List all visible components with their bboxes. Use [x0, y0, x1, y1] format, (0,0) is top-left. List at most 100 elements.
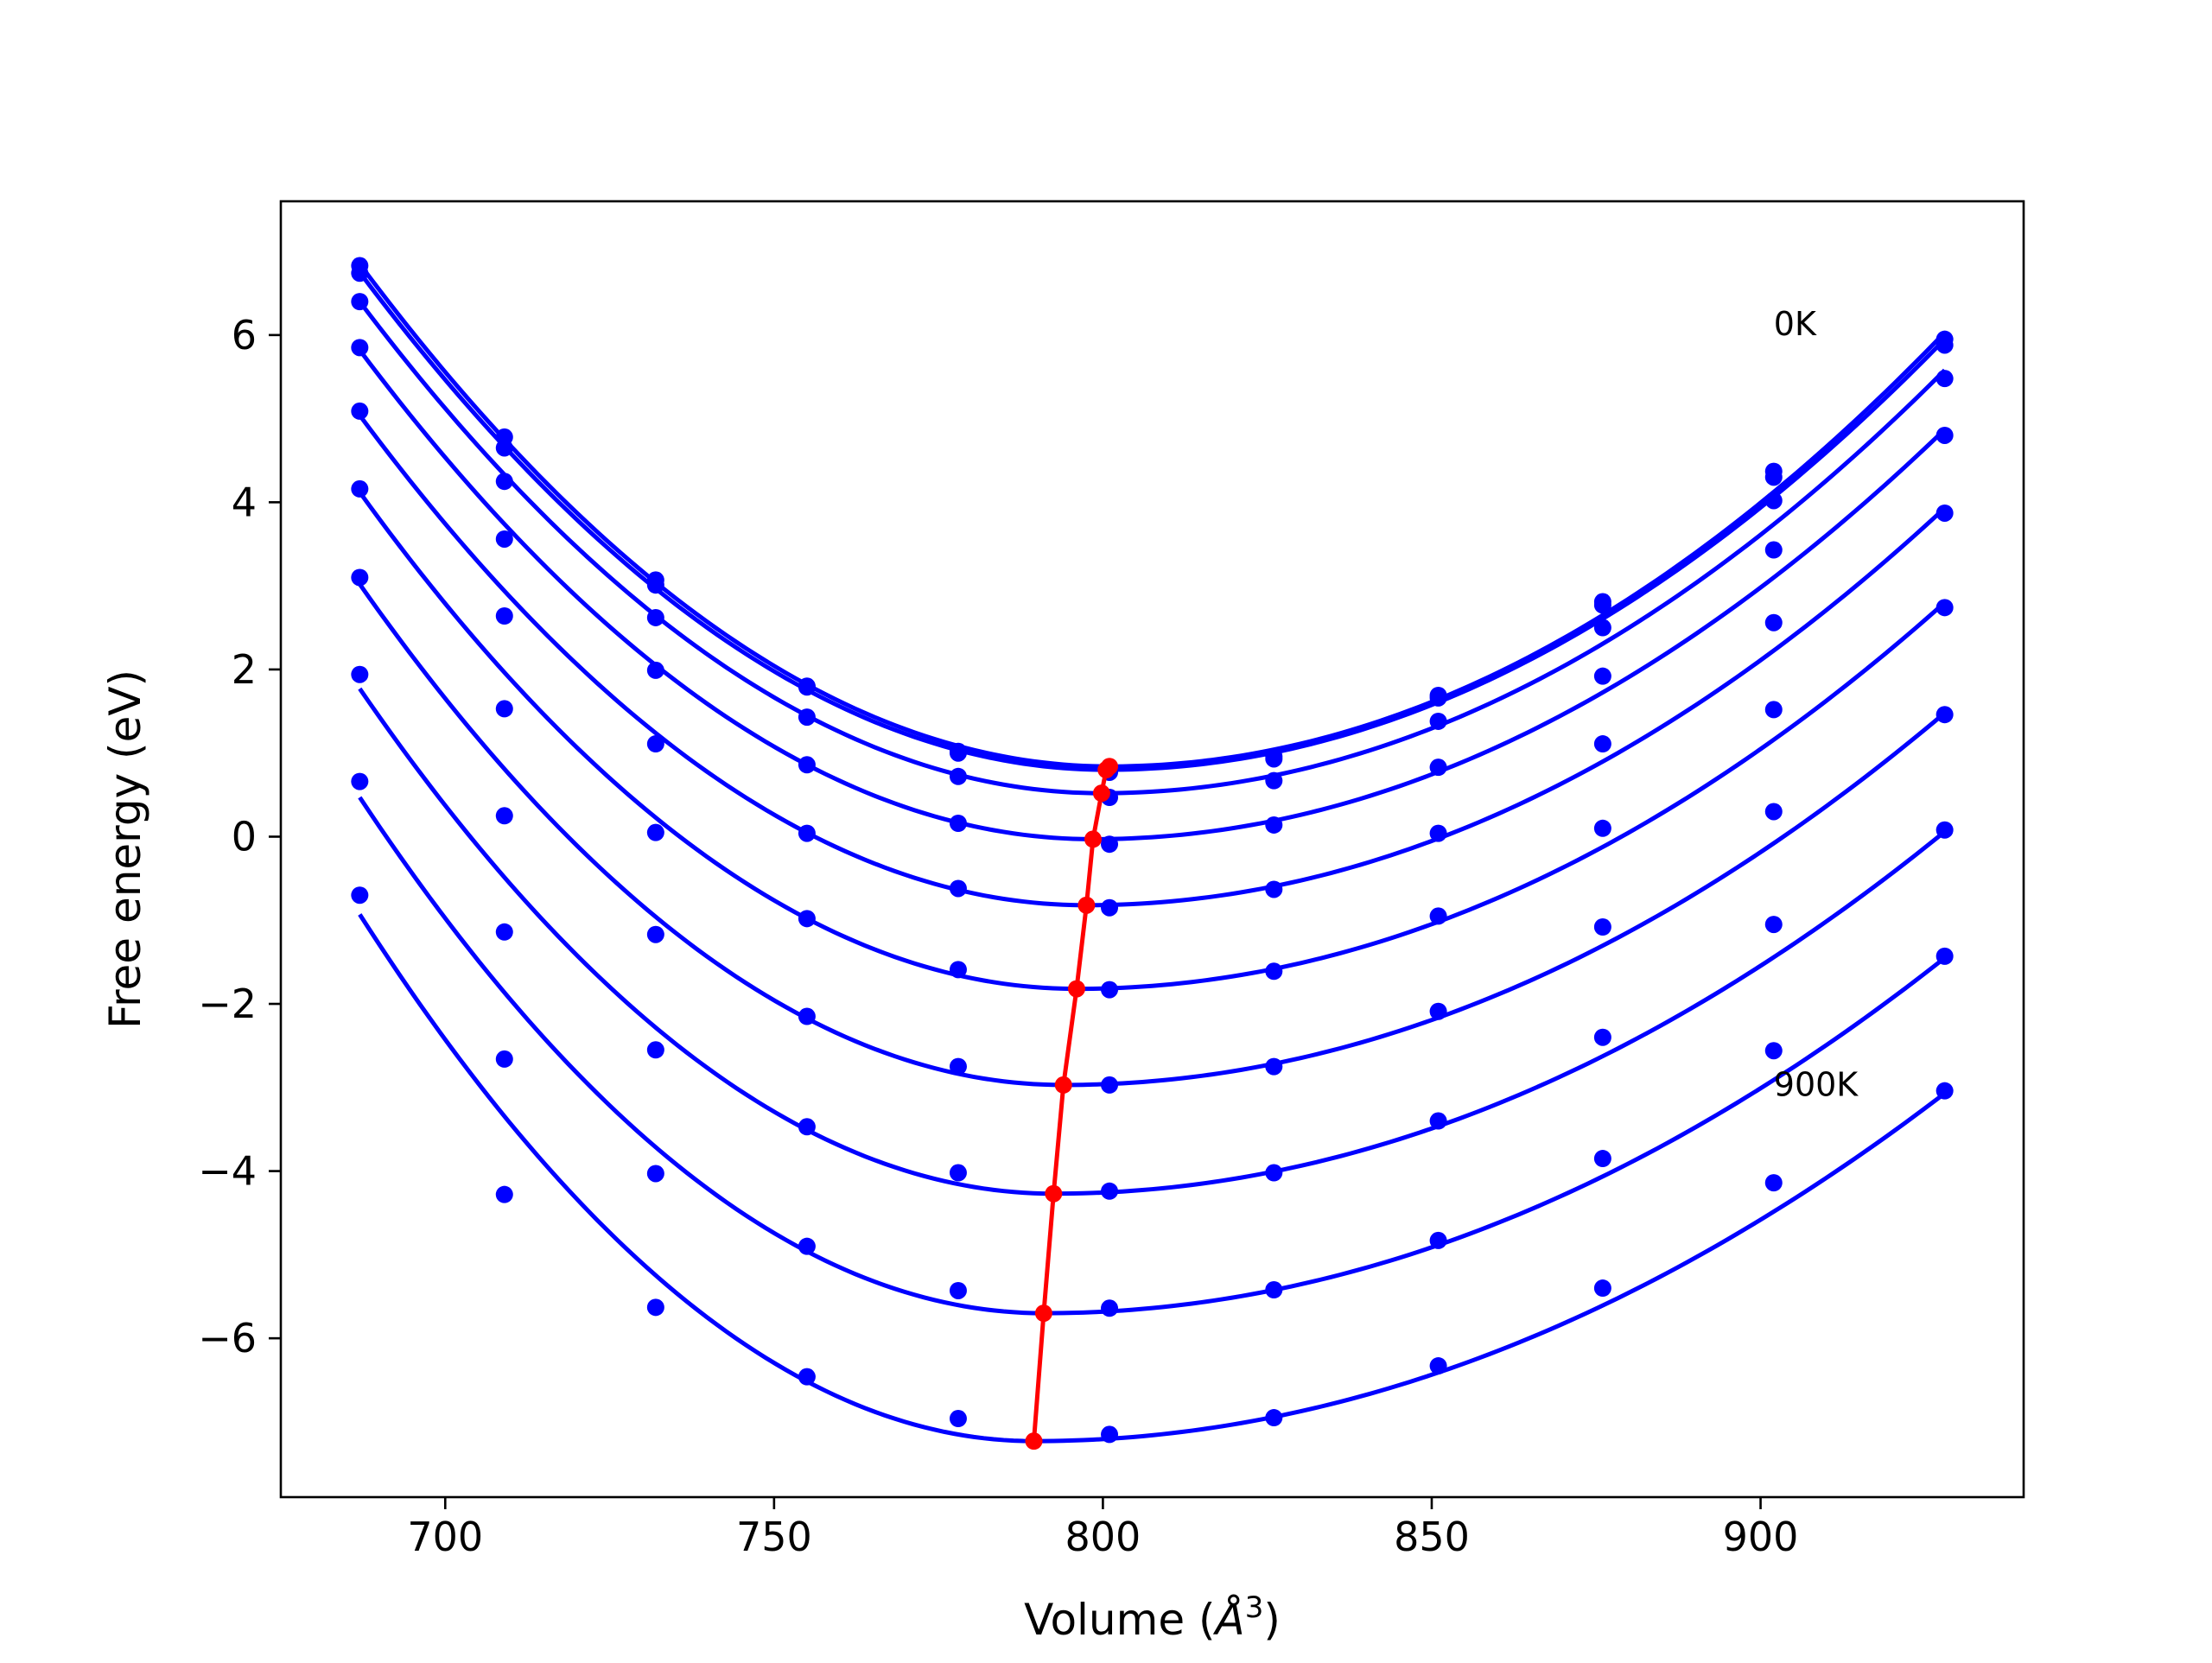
data-point-s5-8	[1429, 824, 1447, 842]
y-tick-label-0: 0	[232, 813, 257, 860]
x-tick-label-750: 750	[736, 1514, 812, 1560]
data-point-s5-11	[1936, 504, 1954, 522]
data-point-s2-7	[1265, 750, 1283, 768]
data-point-s2-3	[646, 576, 664, 594]
data-point-s7-1	[351, 568, 369, 587]
data-point-s4-10	[1764, 541, 1783, 559]
y-tick-label--4: −4	[198, 1148, 257, 1195]
fit-curve-2	[358, 270, 1947, 772]
data-point-s9-7	[1265, 1281, 1283, 1298]
data-point-s4-5	[949, 815, 967, 832]
data-point-s7-7	[1265, 1057, 1283, 1076]
data-point-s8-11	[1936, 821, 1954, 839]
data-point-s7-10	[1764, 803, 1783, 821]
data-point-s7-5	[949, 1057, 967, 1076]
data-point-s5-7	[1265, 880, 1283, 898]
data-point-s9-1	[351, 772, 369, 790]
data-point-s8-10	[1764, 916, 1783, 934]
data-point-s2-2	[495, 439, 513, 457]
data-point-s8-4	[798, 1118, 816, 1136]
fit-curve-4	[358, 348, 1947, 841]
data-point-s9-9	[1593, 1150, 1611, 1168]
data-point-s9-2	[495, 1050, 513, 1068]
data-point-s4-11	[1936, 426, 1954, 444]
data-point-s3-9	[1593, 619, 1611, 637]
minimum-point-8	[1045, 1184, 1063, 1203]
data-point-s9-3	[646, 1165, 664, 1183]
data-point-s8-9	[1593, 1028, 1611, 1046]
y-tick-label-4: 4	[232, 479, 257, 525]
fit-curve-8	[358, 687, 1947, 1196]
data-point-s8-2	[495, 923, 513, 941]
data-point-s6-2	[495, 700, 513, 718]
data-point-s7-3	[646, 925, 664, 943]
x-tick-label-850: 850	[1394, 1514, 1470, 1560]
data-point-s8-3	[646, 1041, 664, 1059]
data-point-s10-3	[646, 1298, 664, 1317]
data-point-s10-4	[798, 1368, 816, 1386]
data-point-s7-4	[798, 1007, 816, 1025]
fit-curve-3	[358, 300, 1947, 796]
data-point-s3-10	[1764, 492, 1783, 510]
data-point-s3-4	[798, 708, 816, 727]
minimum-point-5	[1077, 896, 1096, 914]
data-point-s4-4	[798, 756, 816, 774]
x-axis-label-symbol: Å	[1213, 1595, 1245, 1645]
x-tick-label-700: 700	[407, 1514, 483, 1560]
data-point-s3-5	[949, 767, 967, 785]
data-point-s9-10	[1764, 1042, 1783, 1060]
data-point-s3-1	[351, 293, 369, 311]
data-point-s6-8	[1429, 907, 1447, 925]
data-point-s2-4	[798, 678, 816, 696]
data-point-s9-8	[1429, 1231, 1447, 1249]
annotation-low-temp: 0K	[1774, 305, 1817, 343]
data-point-s4-1	[351, 339, 369, 357]
data-point-s10-2	[495, 1185, 513, 1203]
data-point-s4-7	[1265, 816, 1283, 834]
data-point-s3-11	[1936, 370, 1954, 388]
data-point-s2-5	[949, 744, 967, 762]
data-point-s6-6	[1101, 981, 1119, 999]
data-point-s2-10	[1764, 468, 1783, 486]
data-point-s5-4	[798, 824, 816, 842]
minimum-point-6	[1067, 980, 1085, 998]
data-point-s10-5	[949, 1410, 967, 1428]
data-point-s6-1	[351, 479, 369, 498]
y-tick-label--2: −2	[198, 981, 257, 1027]
minimum-point-2	[1097, 761, 1116, 779]
x-axis-label-superscript: 3	[1245, 1590, 1264, 1625]
data-point-s10-9	[1593, 1279, 1611, 1298]
data-point-s6-5	[949, 961, 967, 979]
y-tick-label-6: 6	[232, 312, 257, 359]
x-axis-label-text: Volume (	[1024, 1595, 1215, 1645]
x-axis-label: Volume (Å3)	[1024, 1590, 1281, 1645]
data-point-s3-8	[1429, 712, 1447, 730]
data-point-s6-7	[1265, 962, 1283, 981]
data-point-s5-5	[949, 879, 967, 898]
data-point-s10-6	[1101, 1425, 1119, 1444]
minimum-point-7	[1054, 1076, 1072, 1094]
data-point-s9-11	[1936, 947, 1954, 965]
plot-frame	[279, 200, 2025, 1499]
data-point-s7-9	[1593, 918, 1611, 936]
data-point-s7-8	[1429, 1002, 1447, 1020]
minimum-point-9	[1034, 1304, 1052, 1323]
data-point-s7-11	[1936, 706, 1954, 724]
data-point-s6-4	[798, 910, 816, 928]
minimum-point-3	[1092, 784, 1110, 803]
fit-curve-9	[358, 796, 1947, 1316]
fit-curve-5	[358, 414, 1947, 908]
annotation-high-temp: 900K	[1774, 1065, 1859, 1103]
data-point-s4-9	[1593, 667, 1611, 685]
data-point-s4-6	[1101, 835, 1119, 854]
data-point-s8-7	[1265, 1164, 1283, 1182]
x-axis-label-close: )	[1263, 1595, 1281, 1645]
data-point-s7-6	[1101, 1076, 1119, 1094]
fit-curve-1	[358, 263, 1947, 769]
data-point-s9-4	[798, 1237, 816, 1255]
data-point-s5-10	[1764, 613, 1783, 632]
data-point-s8-6	[1101, 1182, 1119, 1200]
